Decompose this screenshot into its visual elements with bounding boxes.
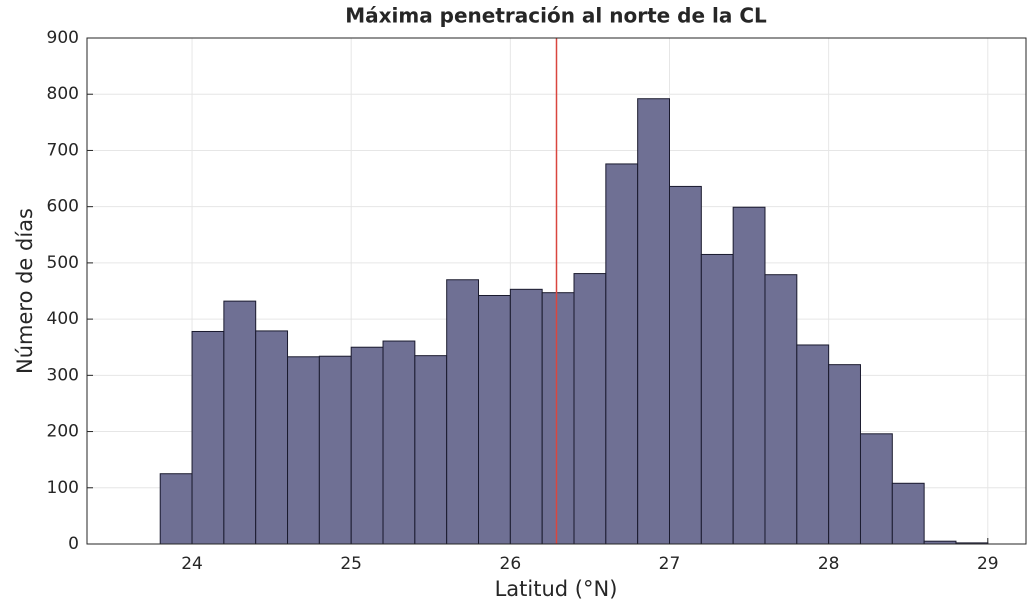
- y-tick-label: 600: [47, 197, 79, 217]
- y-tick-label: 700: [47, 140, 79, 160]
- x-tick-label: 24: [181, 554, 203, 574]
- y-tick-label: 900: [47, 28, 79, 48]
- bar: [859, 433, 893, 545]
- x-tick-label: 28: [818, 554, 840, 574]
- bar: [414, 355, 448, 545]
- y-tick-label: 400: [47, 309, 79, 329]
- bar: [541, 292, 575, 545]
- y-tick-label: 800: [47, 84, 79, 104]
- bar: [509, 288, 543, 545]
- bar: [828, 364, 861, 545]
- bar: [764, 274, 798, 545]
- bar: [191, 330, 225, 545]
- axes-box: [86, 37, 1027, 545]
- x-tick-label: 27: [659, 554, 681, 574]
- y-tick-label: 300: [47, 365, 79, 385]
- bar: [255, 330, 289, 545]
- y-tick-label: 200: [47, 422, 79, 442]
- y-tick-label: 100: [47, 478, 79, 498]
- y-axis-label: Número de días: [13, 208, 37, 374]
- x-tick-label: 29: [977, 554, 999, 574]
- chart-title: Máxima penetración al norte de la CL: [345, 4, 767, 28]
- bar: [446, 279, 480, 545]
- x-tick-label: 25: [340, 554, 362, 574]
- y-tick-label: 0: [68, 534, 79, 554]
- bar: [318, 355, 352, 545]
- bar: [796, 344, 830, 545]
- bar: [573, 273, 607, 545]
- bar: [350, 346, 384, 545]
- bar: [891, 482, 925, 545]
- bar: [605, 163, 639, 545]
- bar: [700, 253, 734, 545]
- bar: [159, 473, 193, 545]
- bar: [668, 185, 702, 545]
- y-tick-label: 500: [47, 253, 79, 273]
- x-axis-label: Latitud (°N): [495, 577, 618, 601]
- bar: [478, 294, 511, 545]
- bar: [382, 340, 416, 545]
- bar: [287, 356, 320, 545]
- x-tick-label: 26: [500, 554, 522, 574]
- bar: [732, 206, 766, 545]
- bar: [637, 98, 670, 545]
- bar: [223, 300, 257, 545]
